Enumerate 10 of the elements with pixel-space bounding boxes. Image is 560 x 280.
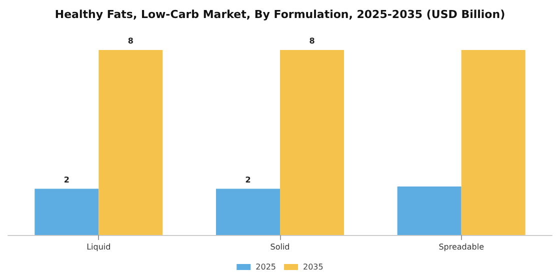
data-label: 8 <box>309 36 316 46</box>
legend-label: 2035 <box>303 262 324 272</box>
chart-title: Healthy Fats, Low-Carb Market, By Formulation, 2025-2035 (USD Billion) <box>54 8 506 21</box>
legend-label: 2025 <box>256 262 276 272</box>
data-label: 2 <box>245 175 251 184</box>
x-tick-label: Liquid <box>86 242 111 252</box>
x-tick-label: Spreadable <box>438 242 484 252</box>
data-label: 8 <box>128 36 134 46</box>
data-label: 2 <box>64 175 70 184</box>
x-tick-label: Solid <box>270 242 290 252</box>
